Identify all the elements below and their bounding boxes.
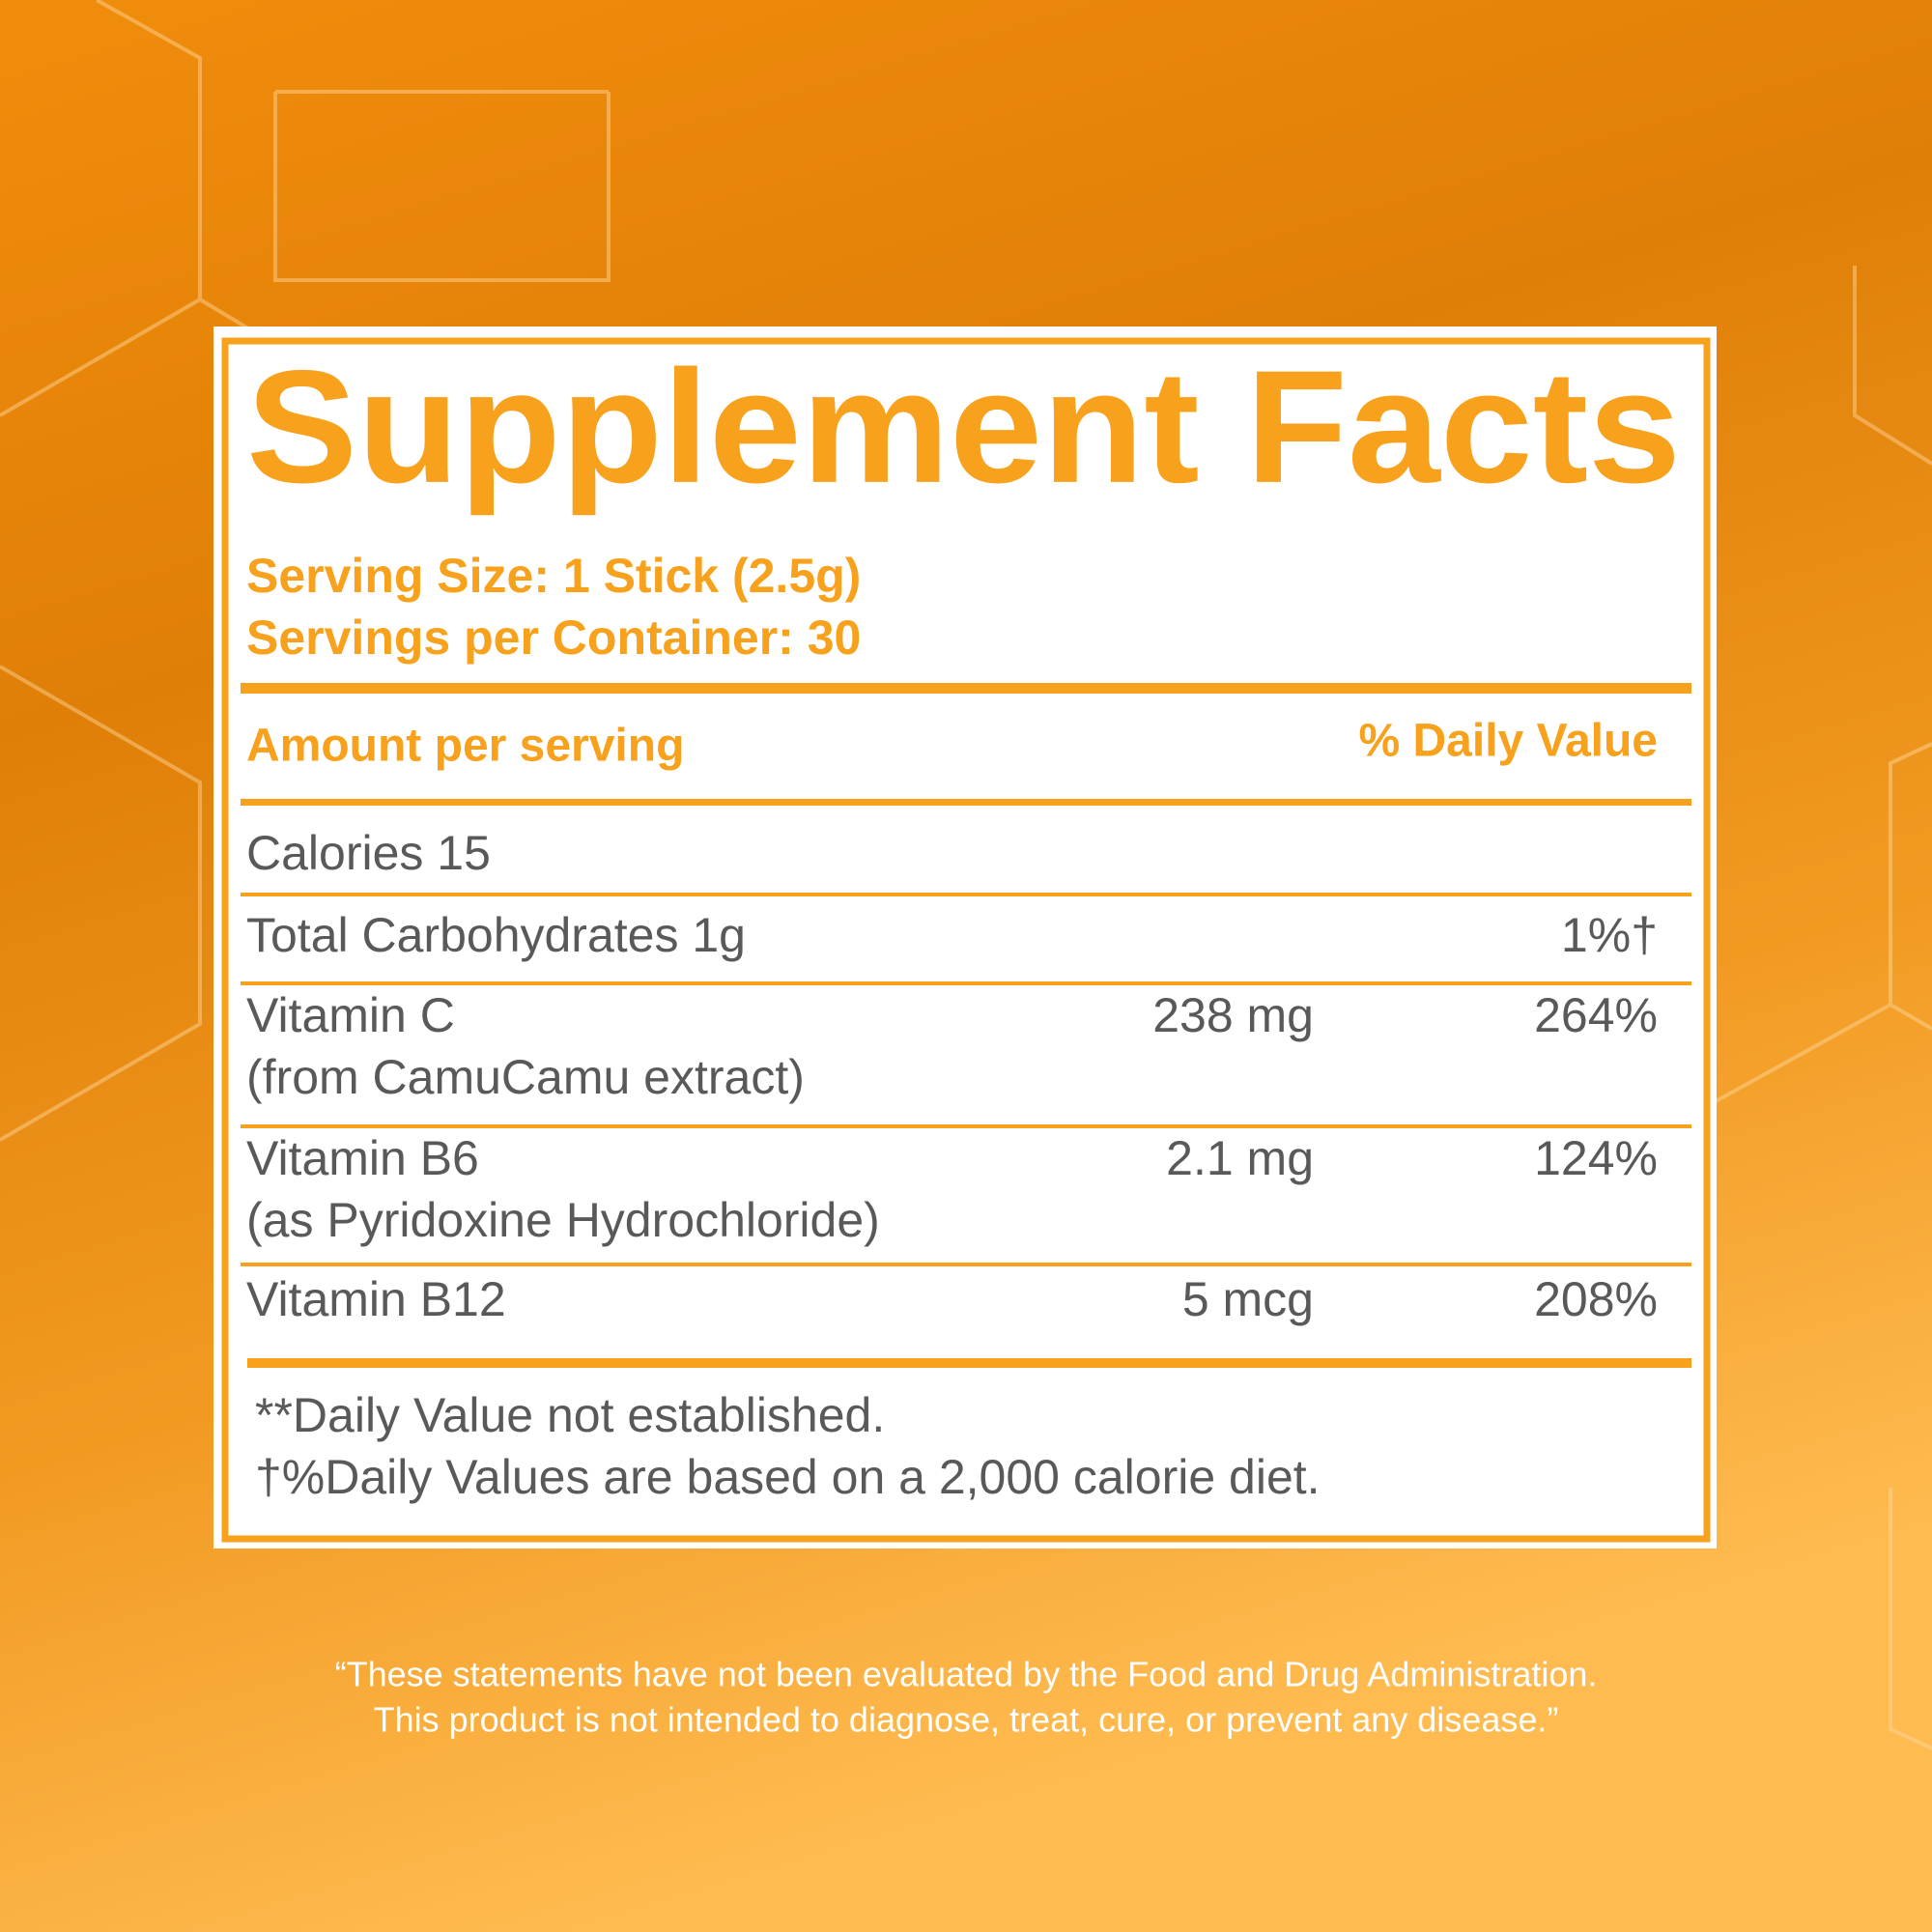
footnote: †%Daily Values are based on a 2,000 calo…: [255, 1450, 1321, 1504]
row-rule: [241, 893, 1691, 896]
footnote: **Daily Value not established.: [255, 1388, 885, 1442]
label-panel: [213, 327, 1717, 1548]
row-name: Vitamin B12: [246, 1272, 506, 1326]
daily-value-header: % Daily Value: [1359, 716, 1659, 767]
row-source: (as Pyridoxine Hydrochloride): [246, 1193, 880, 1247]
label-title: Supplement Facts: [246, 338, 1681, 517]
row-name: Vitamin C: [246, 988, 455, 1042]
row-daily-value: 208%: [1534, 1272, 1658, 1326]
row-daily-value: 264%: [1534, 988, 1658, 1042]
disclaimer: This product is not intended to diagnose…: [374, 1700, 1559, 1740]
label-border: [221, 337, 1711, 1543]
row-rule: [241, 981, 1691, 985]
serving-size: Serving Size: 1 Stick (2.5g): [246, 549, 861, 603]
rule: [241, 799, 1691, 806]
row-source: (from CamuCamu extract): [246, 1050, 805, 1104]
row-amount: 238 mg: [1152, 988, 1314, 1042]
row-name: Total Carbohydrates 1g: [246, 908, 746, 962]
row-rule: [241, 1263, 1691, 1266]
row-daily-value: 124%: [1534, 1131, 1658, 1185]
row-name: Calories 15: [246, 826, 491, 880]
row-name: Vitamin B6: [246, 1131, 479, 1185]
row-rule: [241, 1124, 1691, 1128]
disclaimer: “These statements have not been evaluate…: [335, 1655, 1598, 1694]
row-daily-value: 1%†: [1561, 908, 1658, 962]
row-amount: 5 mcg: [1182, 1272, 1314, 1326]
thick-rule: [247, 1358, 1691, 1368]
amount-header: Amount per serving: [246, 721, 684, 772]
thick-rule: [241, 683, 1691, 694]
row-amount: 2.1 mg: [1166, 1131, 1314, 1185]
servings-per-container: Servings per Container: 30: [246, 611, 861, 665]
